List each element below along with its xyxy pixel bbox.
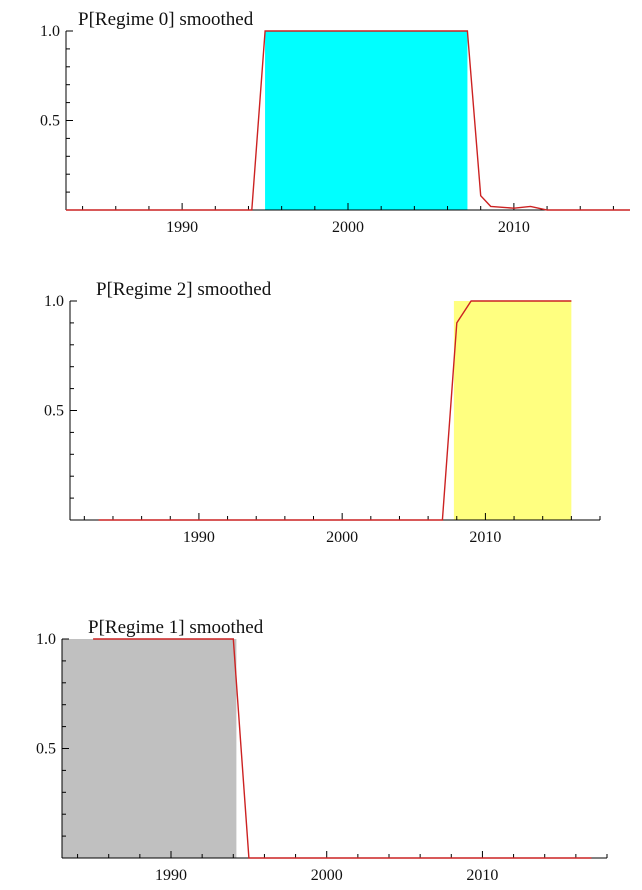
y-tick-label: 1.0 bbox=[40, 23, 60, 40]
probability-line bbox=[66, 30, 630, 211]
y-tick-label: 1.0 bbox=[44, 293, 64, 310]
x-tick-label: 2000 bbox=[326, 529, 358, 546]
x-tick-label: 2000 bbox=[332, 219, 364, 236]
chart-panel-0: 1990 2000 2010 0.5 1.0 P[Regime 0] smoothed bbox=[40, 9, 630, 236]
y-tick-label: 0.5 bbox=[36, 741, 56, 758]
y-tick-label: 1.0 bbox=[36, 631, 56, 648]
x-tick-label: 2010 bbox=[466, 867, 498, 884]
chart-title: P[Regime 2] smoothed bbox=[96, 279, 272, 300]
y-tick-label: 0.5 bbox=[40, 113, 60, 130]
probability-line bbox=[93, 638, 592, 859]
y-tick-label: 0.5 bbox=[44, 403, 64, 420]
chart-panel-1: 1990 2000 2010 0.5 1.0 P[Regime 2] smoothed bbox=[44, 279, 601, 546]
x-tick-label: 1990 bbox=[166, 219, 198, 236]
x-tick-label: 1990 bbox=[183, 529, 215, 546]
x-tick-label: 2000 bbox=[311, 867, 343, 884]
x-tick-label: 2010 bbox=[469, 529, 501, 546]
chart-title: P[Regime 0] smoothed bbox=[78, 9, 254, 30]
probability-line bbox=[98, 300, 572, 521]
regime-shaded-band bbox=[265, 31, 468, 210]
regime-shaded-band bbox=[453, 301, 572, 520]
x-tick-label: 1990 bbox=[155, 867, 187, 884]
chart-title: P[Regime 1] smoothed bbox=[88, 617, 264, 638]
regime-shaded-band bbox=[62, 639, 237, 858]
x-tick-label: 2010 bbox=[498, 219, 530, 236]
chart-panel-2: 1990 2000 2010 0.5 1.0 P[Regime 1] smoothed bbox=[36, 617, 608, 884]
